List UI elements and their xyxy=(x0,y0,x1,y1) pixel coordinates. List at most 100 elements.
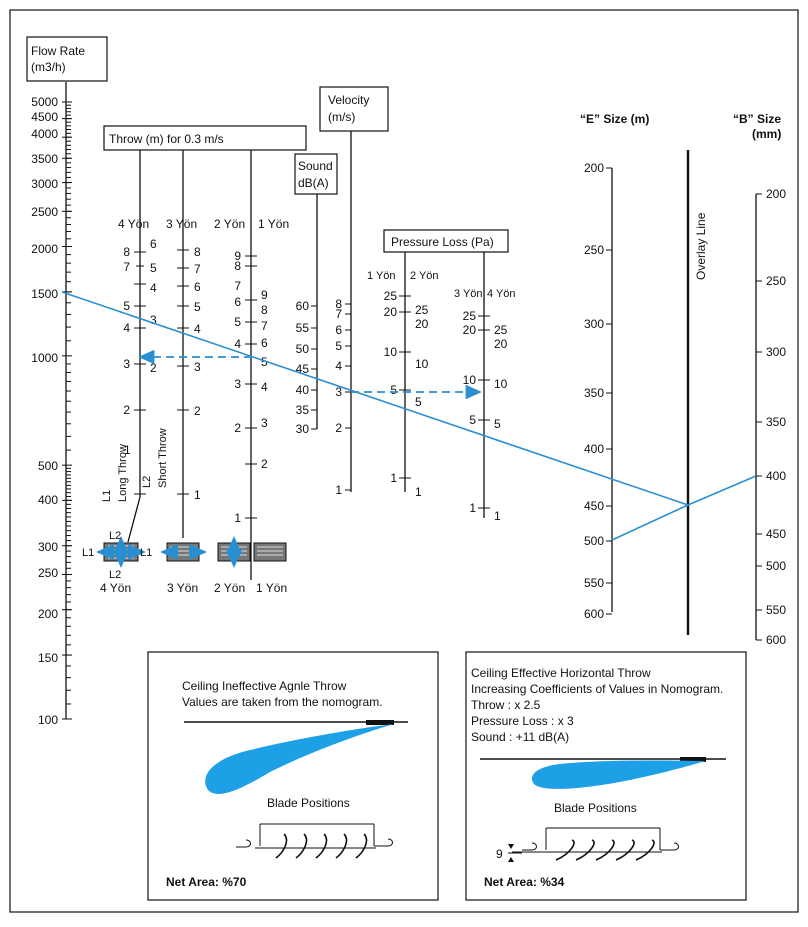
b-size-label: 600 xyxy=(766,633,786,647)
throw2-left: 2 xyxy=(234,421,241,435)
velocity-label: 3 xyxy=(335,385,342,399)
e-size-label: 400 xyxy=(584,442,604,456)
e-size-ticks xyxy=(606,167,612,615)
short-throw-label: Short Throw xyxy=(157,428,169,488)
ineffective-line2: Values are taken from the nomogram. xyxy=(182,695,383,709)
flow-label: 2000 xyxy=(31,242,58,256)
velocity-label: 6 xyxy=(335,323,342,337)
e-size-label: 200 xyxy=(584,161,604,175)
b-size-label: 250 xyxy=(766,274,786,288)
velocity-label: 8 xyxy=(335,297,342,311)
flow-rate-ticks xyxy=(62,101,72,720)
throw-title-box xyxy=(103,125,307,151)
air-jet-horizontal xyxy=(531,760,706,789)
diffuser-label-1: 1 Yön xyxy=(256,581,287,595)
sound-title-1: Sound xyxy=(298,159,333,173)
pl2-right: 5 xyxy=(494,417,501,431)
sound-label: 30 xyxy=(296,422,310,436)
throw-ticks xyxy=(134,249,257,519)
pl1-left: 10 xyxy=(384,345,398,359)
throw4-left: 4 xyxy=(123,321,130,335)
throw3-label: 2 xyxy=(194,404,201,418)
effective-line5: Sound : +11 dB(A) xyxy=(471,730,569,744)
flow-label: 1500 xyxy=(31,287,58,301)
throw3-label: 3 xyxy=(194,360,201,374)
flow-rate-title: Flow Rate xyxy=(31,44,85,58)
ineffective-net-area: Net Area: %70 xyxy=(166,875,247,889)
pl2-left: 20 xyxy=(463,323,477,337)
flow-rate-labels: 5000 4500 4000 3500 3000 2500 2000 1500 … xyxy=(31,95,58,727)
example-line-b-size xyxy=(687,475,757,506)
pl-ticks xyxy=(399,295,490,509)
pl-col-2: 2 Yön xyxy=(410,270,439,282)
diffuser-mark-right xyxy=(680,757,706,762)
throw4-right: 1 xyxy=(124,443,131,457)
flow-label: 2500 xyxy=(31,205,58,219)
pl2-left: 5 xyxy=(469,413,476,427)
b-size-title-2: (mm) xyxy=(752,127,781,141)
pl2-right: 1 xyxy=(494,509,501,523)
flow-label: 250 xyxy=(38,566,58,580)
e-size-label: 600 xyxy=(584,607,604,621)
icon-l2-bottom: L2 xyxy=(109,569,121,581)
throw2-left: 4 xyxy=(234,337,241,351)
e-size-label: 500 xyxy=(584,534,604,548)
b-size-label: 300 xyxy=(766,345,786,359)
throw2-right: 3 xyxy=(261,416,268,430)
throw3-label: 5 xyxy=(194,300,201,314)
pl1-right: 1 xyxy=(415,485,422,499)
throw-col-3: 3 Yön xyxy=(166,217,197,231)
velocity-ticks xyxy=(345,303,351,491)
effective-net-area: Net Area: %34 xyxy=(484,875,565,889)
diffuser-1-way-icon xyxy=(253,542,287,562)
b-size-label: 350 xyxy=(766,415,786,429)
throw4-left: 2 xyxy=(123,403,130,417)
pl-col-1: 1 Yön xyxy=(367,270,396,282)
flow-label: 1000 xyxy=(31,351,58,365)
throw2-right: 2 xyxy=(261,457,268,471)
throw4-left: 5 xyxy=(123,299,130,313)
effective-line2: Increasing Coefficients of Values in Nom… xyxy=(471,682,723,696)
flow-label: 300 xyxy=(38,540,58,554)
diffuser-3-way-icon xyxy=(160,542,207,562)
pl2-left: 1 xyxy=(469,501,476,515)
pl1-right: 25 xyxy=(415,303,429,317)
pressure-loss-title-box xyxy=(383,229,509,253)
flow-rate-unit: (m3/h) xyxy=(31,60,66,74)
throw3-label: 1 xyxy=(194,488,201,502)
e-size-label: 550 xyxy=(584,576,604,590)
pl2-left: 10 xyxy=(463,373,477,387)
diffuser-label-3: 3 Yön xyxy=(167,581,198,595)
flow-label: 200 xyxy=(38,607,58,621)
throw3-label: 8 xyxy=(194,245,201,259)
sound-ticks xyxy=(311,305,317,430)
pl1-right: 5 xyxy=(415,395,422,409)
velocity-title-box xyxy=(319,86,389,132)
throw2-left: 5 xyxy=(234,315,241,329)
b-size-label: 200 xyxy=(766,187,786,201)
pl1-left: 25 xyxy=(384,289,398,303)
flow-label: 4500 xyxy=(31,110,58,124)
throw-title: Throw (m) for 0.3 m/s xyxy=(109,132,224,146)
throw4-left: 3 xyxy=(123,357,130,371)
dimension-marker-icon xyxy=(508,844,522,862)
throw2-right: 9 xyxy=(261,288,268,302)
effective-line4: Pressure Loss : x 3 xyxy=(471,714,574,728)
velocity-title-2: (m/s) xyxy=(328,110,355,124)
sound-label: 50 xyxy=(296,342,310,356)
pl2-right: 20 xyxy=(494,337,508,351)
throw3-label: 6 xyxy=(194,280,201,294)
e-size-label: 250 xyxy=(584,243,604,257)
e-size-label: 350 xyxy=(584,386,604,400)
throw4-right: 4 xyxy=(150,281,157,295)
b-size-title-1: “B” Size xyxy=(733,112,781,126)
e-size-title: “E” Size (m) xyxy=(580,112,649,126)
effective-blade: Blade Positions xyxy=(554,801,637,815)
icon-l1-left: L1 xyxy=(82,547,94,559)
long-throw-l1: L1 xyxy=(101,490,113,502)
pl1-right: 20 xyxy=(415,317,429,331)
throw4-left: 8 xyxy=(123,245,130,259)
throw3-label: 7 xyxy=(194,262,201,276)
flow-label: 400 xyxy=(38,493,58,507)
